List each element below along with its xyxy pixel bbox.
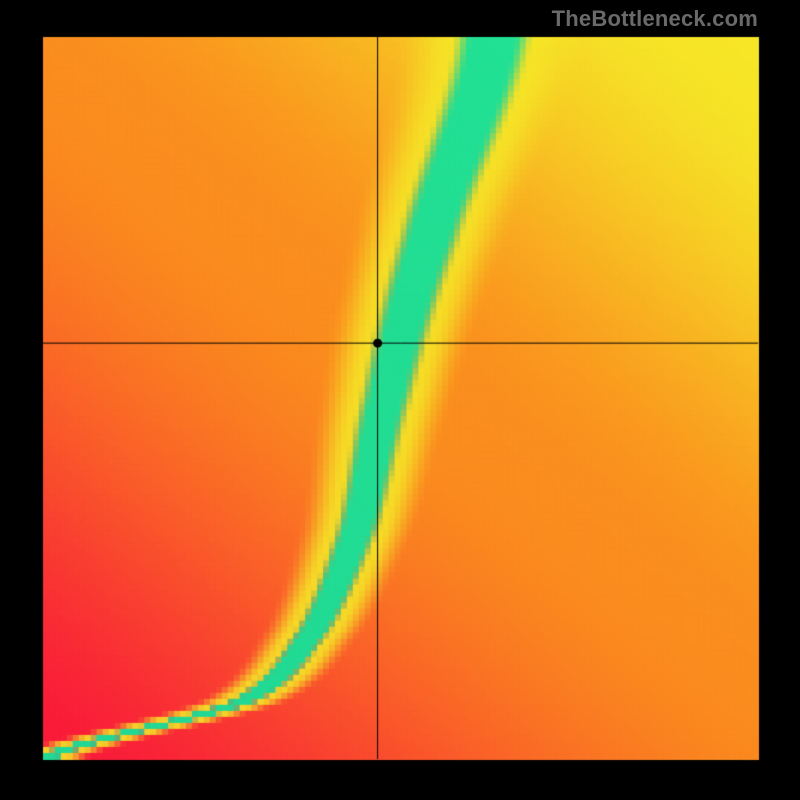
heatmap-canvas — [0, 0, 800, 800]
watermark-text: TheBottleneck.com — [552, 6, 758, 32]
chart-container: { "canvas": { "width": 800, "height": 80… — [0, 0, 800, 800]
